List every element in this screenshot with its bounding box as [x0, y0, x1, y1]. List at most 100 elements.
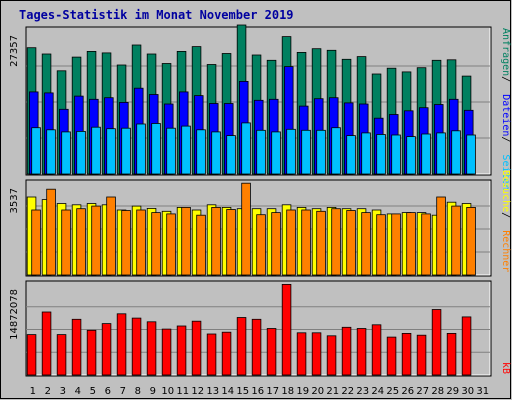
bar-seiten-day-19 — [301, 129, 311, 175]
bar-seiten-day-7 — [121, 127, 131, 175]
x-tick-label: 1 — [30, 386, 36, 397]
x-tick-label: 8 — [135, 386, 141, 397]
x-tick-label: 24 — [371, 386, 384, 397]
bar-rechner-day-10 — [166, 213, 176, 276]
bar-seiten-day-20 — [316, 129, 326, 175]
bar-kb-day-11 — [176, 325, 187, 376]
legend-separator: / — [500, 76, 511, 82]
bar-kb-day-2 — [41, 311, 52, 376]
bar-rechner-day-19 — [301, 209, 311, 276]
bar-rechner-day-9 — [151, 212, 161, 276]
bar-seiten-day-8 — [136, 123, 146, 175]
x-tick-label: 31 — [476, 386, 489, 397]
bar-seiten-day-16 — [256, 129, 266, 175]
bar-kb-day-27 — [416, 334, 427, 376]
bar-seiten-day-14 — [226, 135, 236, 175]
bar-seiten-day-25 — [391, 134, 401, 175]
bar-rechner-day-30 — [466, 206, 476, 276]
bar-rechner-day-5 — [91, 205, 101, 276]
y-max-labels: 27357 3537 14872078 — [9, 35, 20, 340]
legend-separator: / — [500, 212, 511, 218]
legend-rechner: Rechner — [500, 230, 511, 272]
bar-kb-day-10 — [161, 328, 172, 376]
bar-rechner-day-15 — [241, 182, 251, 276]
x-tick-label: 16 — [251, 386, 264, 397]
x-axis-labels: 1 2 3 4 5 6 7 8 9 10 11 12 13 14 15 16 17 18 19 20 21 22 23 24 2… — [30, 386, 490, 397]
bar-seiten-day-5 — [91, 126, 101, 175]
bar-seiten-day-22 — [346, 135, 356, 175]
bar-seiten-day-21 — [331, 127, 341, 175]
bar-rechner-day-29 — [451, 205, 461, 276]
bar-kb-day-22 — [341, 326, 352, 376]
x-tick-label: 28 — [431, 386, 444, 397]
x-tick-label: 12 — [191, 386, 204, 397]
bar-rechner-day-23 — [361, 212, 371, 276]
x-tick-label: 9 — [150, 386, 156, 397]
x-tick-label: 15 — [236, 386, 249, 397]
x-tick-label: 7 — [120, 386, 126, 397]
bar-kb-day-25 — [386, 336, 397, 376]
bar-kb-day-16 — [251, 318, 262, 376]
bar-rechner-day-27 — [421, 213, 431, 276]
bar-kb-day-8 — [131, 317, 142, 376]
x-tick-label: 4 — [75, 386, 81, 397]
legend-kb: kB — [500, 362, 511, 374]
bar-kb-day-3 — [56, 334, 67, 376]
x-tick-label: 2 — [45, 386, 51, 397]
y-max-label: 14872078 — [9, 289, 20, 340]
bar-seiten-day-1 — [31, 127, 41, 175]
bar-kb-day-18 — [281, 283, 292, 376]
bar-rechner-day-25 — [391, 213, 401, 276]
bar-rechner-day-7 — [121, 210, 131, 276]
legend-seiten: Seiten — [500, 154, 511, 190]
x-tick-label: 27 — [416, 386, 429, 397]
bar-kb-day-9 — [146, 321, 157, 376]
x-tick-label: 29 — [446, 386, 459, 397]
bar-seiten-day-2 — [46, 129, 56, 175]
bar-kb-day-13 — [206, 333, 217, 376]
bar-kb-day-26 — [401, 332, 412, 376]
bar-seiten-day-18 — [286, 128, 296, 175]
bar-rechner-day-12 — [196, 214, 206, 276]
bar-rechner-day-1 — [31, 209, 41, 276]
x-tick-label: 19 — [296, 386, 309, 397]
bar-kb-day-12 — [191, 320, 202, 376]
y-max-label: 3537 — [9, 188, 20, 213]
x-tick-label: 3 — [60, 386, 66, 397]
bar-rechner-day-2 — [46, 188, 56, 276]
x-tick-label: 13 — [206, 386, 219, 397]
bar-seiten-day-30 — [466, 134, 476, 175]
bar-rechner-day-8 — [136, 209, 146, 276]
bar-rechner-day-26 — [406, 212, 416, 276]
bar-kb-day-1 — [26, 334, 37, 376]
x-tick-label: 6 — [105, 386, 111, 397]
bar-seiten-day-4 — [76, 130, 86, 175]
legend-anfragen: Anfragen — [500, 28, 511, 76]
bar-rechner-day-28 — [436, 196, 446, 276]
x-tick-label: 25 — [386, 386, 399, 397]
bar-rechner-day-21 — [331, 208, 341, 276]
bar-kb-day-4 — [71, 318, 82, 376]
bar-seiten-day-10 — [166, 127, 176, 175]
bar-seiten-day-28 — [436, 132, 446, 175]
bar-kb-day-17 — [266, 328, 277, 376]
chart-title: Tages-Statistik im Monat November 2019 — [19, 8, 294, 22]
x-tick-label: 14 — [221, 386, 234, 397]
bar-rechner-day-6 — [106, 196, 116, 276]
bar-rechner-day-3 — [61, 209, 71, 276]
bar-rechner-day-14 — [226, 209, 236, 276]
bar-kb-day-15 — [236, 317, 247, 376]
panel-visits — [25, 179, 492, 277]
bar-kb-day-6 — [101, 323, 112, 376]
x-tick-label: 30 — [461, 386, 474, 397]
x-tick-label: 20 — [311, 386, 324, 397]
bar-seiten-day-3 — [61, 131, 71, 175]
bar-seiten-day-27 — [421, 133, 431, 175]
x-tick-label: 23 — [356, 386, 369, 397]
bar-kb-day-21 — [326, 335, 337, 376]
bar-kb-day-24 — [371, 324, 382, 376]
bar-seiten-day-29 — [451, 130, 461, 175]
bar-seiten-day-24 — [376, 134, 386, 175]
legend-dateien: Dateien — [500, 94, 511, 136]
